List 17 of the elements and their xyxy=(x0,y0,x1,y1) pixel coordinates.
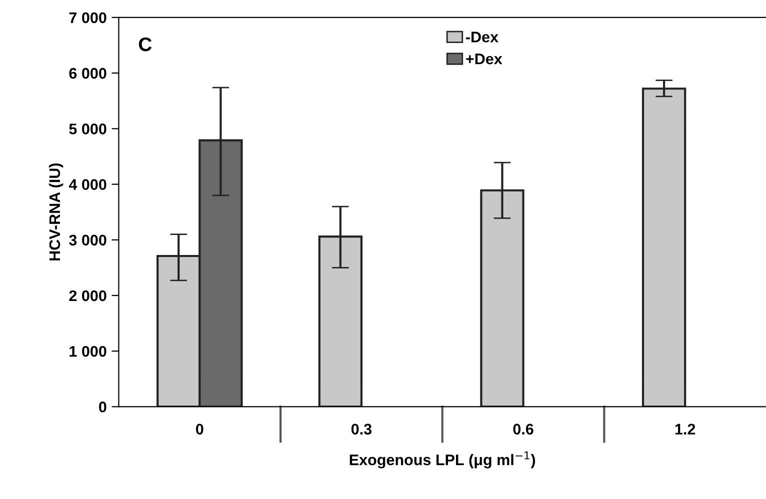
legend-label: +Dex xyxy=(466,54,502,64)
x-axis-title: Exogenous LPL (μg ml$^{−1}$) xyxy=(350,451,536,468)
y-tick-label: 0 xyxy=(99,402,106,412)
y-tick-label: 5 000 xyxy=(69,124,106,134)
legend-label: -Dex xyxy=(466,32,498,42)
x-tick-label: 0.6 xyxy=(513,424,534,435)
x-tick-label: 0.3 xyxy=(351,424,372,435)
annotation: C xyxy=(138,37,152,52)
y-tick-label: 1 000 xyxy=(70,346,106,357)
y-axis-title: HCV-RNA (IU) xyxy=(48,163,64,260)
x-tick-label: 0 xyxy=(196,424,204,435)
y-tick-label: 7 000 xyxy=(69,12,106,24)
y-tick-label: 2 000 xyxy=(69,290,106,302)
x-tick-label: 1.2 xyxy=(675,424,696,434)
y-tick-label: 6 000 xyxy=(69,68,106,79)
y-tick-label: 3 000 xyxy=(69,234,106,246)
y-tick-label: 4 000 xyxy=(68,179,106,190)
